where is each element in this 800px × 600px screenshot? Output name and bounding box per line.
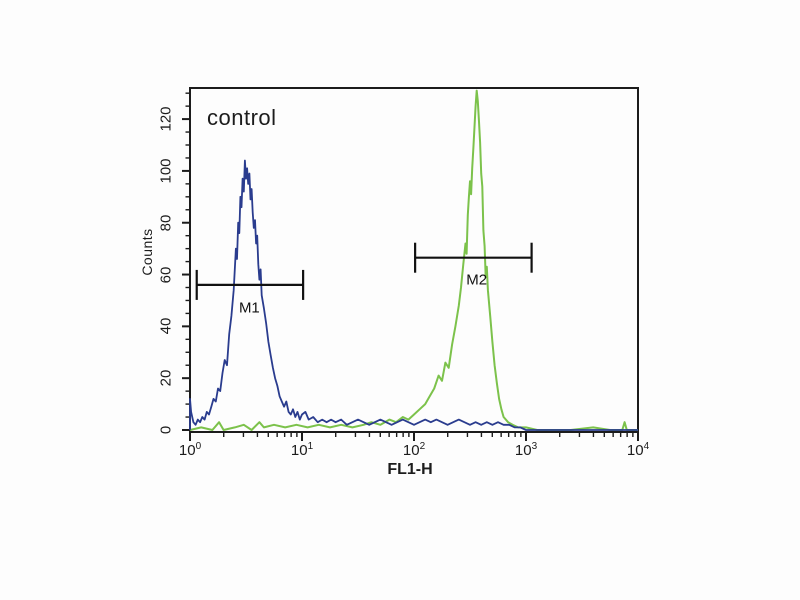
plot-frame [189,87,639,433]
x-tick-label-10e2: 102 [402,441,426,459]
y-tick-label-60: 60 [157,266,175,283]
histogram-curve-series-green [189,89,638,431]
plot-annotation-control: control [207,105,277,130]
y-tick-label-40: 40 [157,318,175,335]
x-tick-label-10e1: 101 [290,441,314,459]
gate-label-M2: M2 [466,271,488,289]
y-tick-label-100: 100 [157,158,175,184]
y-tick-label-80: 80 [157,214,175,232]
x-tick-label-10e4: 104 [626,441,650,459]
y-tick-label-120: 120 [157,106,175,132]
x-tick-label-10e0: 100 [178,441,202,459]
y-tick-label-20: 20 [157,369,175,387]
y-axis-title: Counts [139,228,155,276]
gate-label-M1: M1 [238,299,260,317]
histogram-curve-series-blue [189,159,638,431]
x-axis-title: FL1-H [387,461,433,478]
x-tick-label-10e3: 103 [514,441,538,459]
y-tick-label-0: 0 [157,425,175,435]
